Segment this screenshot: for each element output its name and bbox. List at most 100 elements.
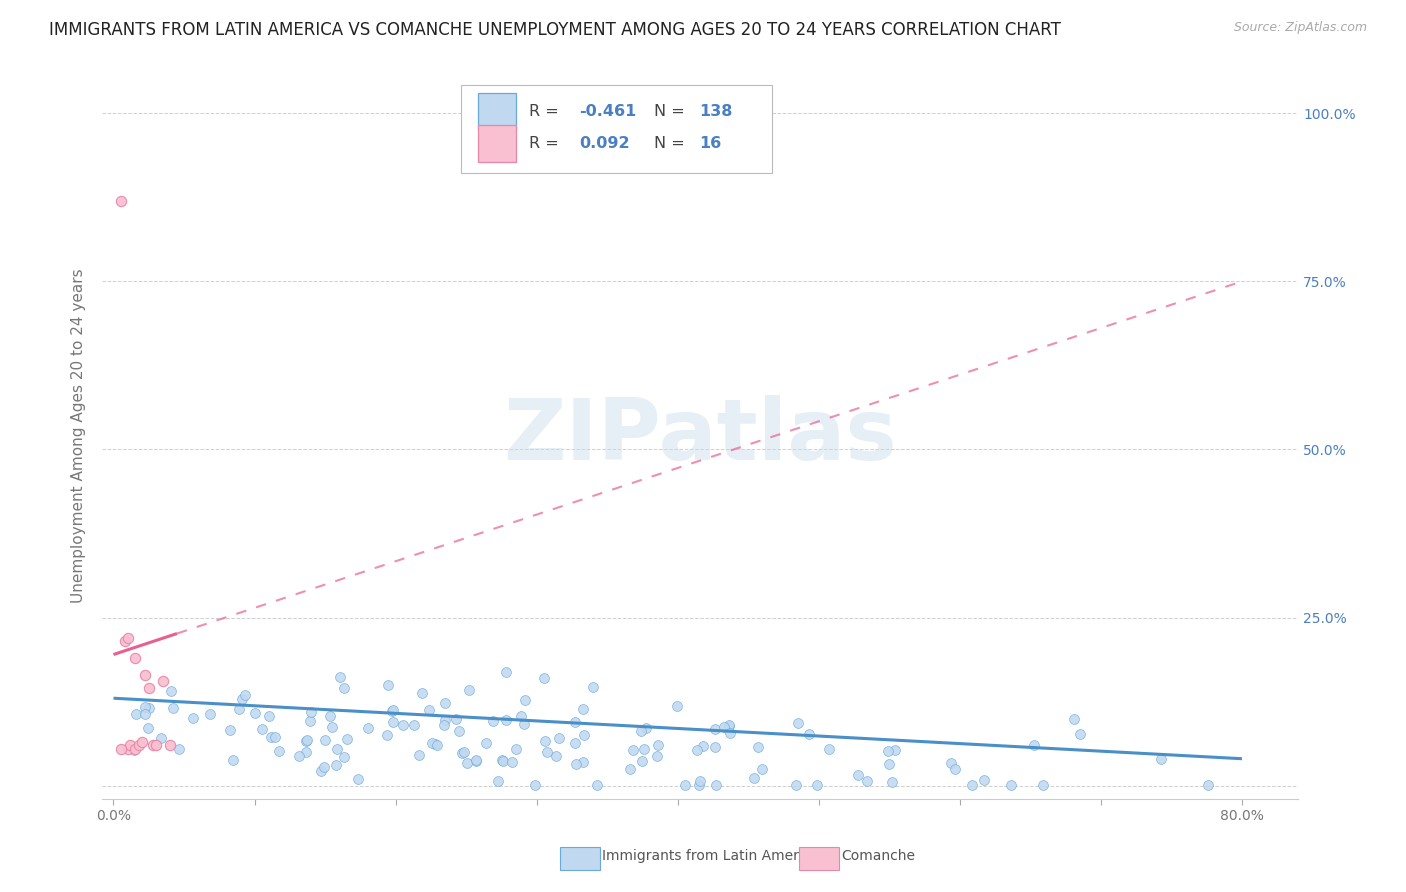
Point [565, 757, 588, 772]
Point [665, 699, 688, 714]
Point [941, 756, 963, 770]
Point [704, 778, 727, 792]
Text: R =: R = [529, 136, 564, 151]
Point [160, 684, 183, 698]
Point [138, 681, 160, 695]
FancyBboxPatch shape [461, 85, 772, 173]
Point [1032, 778, 1054, 792]
Point [631, 754, 654, 768]
Point [167, 742, 190, 756]
Point [501, 755, 523, 769]
Point [533, 672, 555, 686]
Point [312, 759, 335, 773]
Point [546, 749, 568, 764]
Point [329, 670, 352, 684]
Point [449, 724, 471, 739]
Point [288, 748, 311, 763]
Point [747, 739, 769, 754]
Point [299, 705, 322, 719]
Point [806, 778, 828, 792]
Point [718, 719, 741, 733]
Point [294, 745, 316, 759]
Point [785, 778, 807, 792]
Point [492, 754, 515, 768]
Point [433, 714, 456, 728]
Point [495, 665, 517, 679]
Point [257, 709, 280, 723]
Point [634, 721, 657, 735]
Point [703, 739, 725, 754]
Point [456, 756, 478, 770]
Point [973, 772, 995, 787]
Point [391, 718, 413, 732]
Point [1197, 778, 1219, 792]
Point [433, 718, 456, 732]
Point [377, 678, 399, 692]
Point [513, 716, 536, 731]
Point [134, 706, 156, 721]
Point [713, 720, 735, 734]
Point [943, 762, 966, 776]
Point [333, 681, 356, 695]
Text: Comanche: Comanche [841, 849, 915, 863]
Point [381, 703, 404, 717]
Point [444, 712, 467, 726]
Point [505, 742, 527, 756]
Point [124, 741, 146, 756]
Point [336, 732, 359, 747]
Point [1024, 738, 1046, 752]
Point [260, 730, 283, 744]
Point [418, 702, 440, 716]
Point [252, 722, 274, 736]
Point [326, 742, 349, 756]
Point [321, 720, 343, 734]
Point [402, 718, 425, 732]
Point [799, 727, 821, 741]
Text: Immigrants from Latin America: Immigrants from Latin America [602, 849, 818, 863]
Point [523, 778, 546, 792]
Point [877, 744, 900, 758]
Point [883, 743, 905, 757]
Point [475, 736, 498, 750]
Point [685, 742, 707, 756]
Point [704, 722, 727, 736]
Point [451, 746, 474, 760]
Point [333, 750, 356, 764]
Point [297, 732, 319, 747]
Text: 138: 138 [699, 104, 733, 119]
Point [267, 744, 290, 758]
Point [818, 741, 841, 756]
Point [486, 773, 509, 788]
FancyBboxPatch shape [478, 94, 516, 129]
Point [564, 736, 586, 750]
Point [142, 739, 165, 753]
Point [647, 738, 669, 752]
Point [228, 702, 250, 716]
Point [536, 745, 558, 759]
Point [381, 704, 404, 718]
Point [138, 701, 160, 715]
Point [138, 721, 160, 735]
Point [1063, 712, 1085, 726]
Point [751, 762, 773, 776]
Point [1000, 778, 1022, 792]
Point [299, 714, 322, 728]
Point [1150, 752, 1173, 766]
Point [222, 753, 245, 767]
Point [689, 773, 711, 788]
Point [630, 723, 652, 738]
Point [295, 734, 318, 748]
Point [124, 651, 146, 665]
Point [162, 700, 184, 714]
Point [264, 731, 287, 745]
Point [582, 680, 605, 694]
Point [675, 778, 697, 792]
Point [357, 721, 380, 735]
Text: -0.461: -0.461 [579, 104, 637, 119]
Point [218, 723, 240, 738]
Point [855, 774, 877, 789]
Point [464, 753, 486, 767]
Text: R =: R = [529, 104, 564, 119]
Point [426, 739, 449, 753]
Point [453, 745, 475, 759]
